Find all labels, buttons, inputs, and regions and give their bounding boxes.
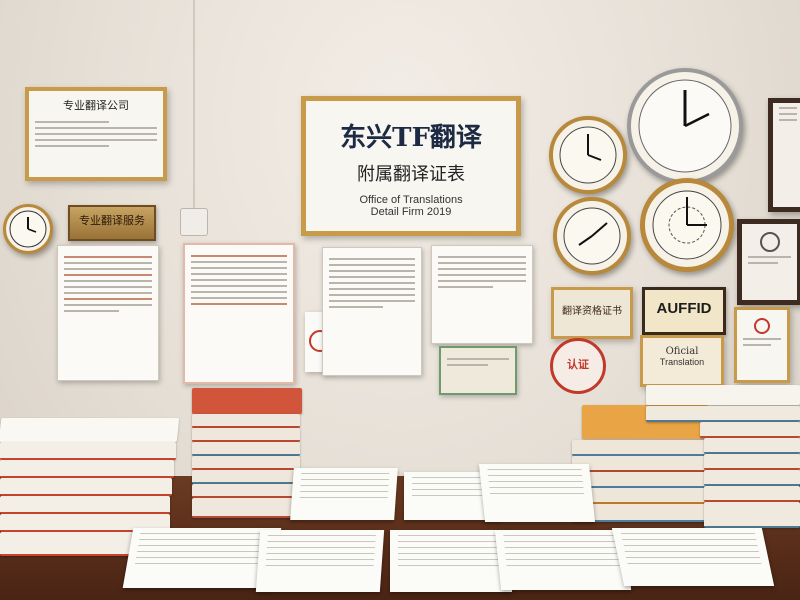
- framed-certificate-small: 翻译资格证书: [551, 287, 633, 339]
- red-seal: 认证: [550, 338, 606, 394]
- wall-clock-large: [627, 68, 743, 184]
- stack-sheet: [704, 502, 800, 528]
- wall-document-4: [431, 245, 533, 344]
- main-sign-frame: 东兴TF翻译 附属翻译证表 Office of Translations Det…: [301, 96, 521, 236]
- framed-certificate-right: [737, 219, 800, 305]
- main-sign-heading: 东兴TF翻译: [340, 123, 482, 153]
- clock-face-icon: [559, 126, 617, 184]
- wall-clock-ornate: [640, 178, 734, 272]
- paper-stack-3: [478, 464, 596, 522]
- front-paper-5: [611, 528, 775, 586]
- book: [572, 440, 706, 456]
- certificate-title: 专业翻译公司: [63, 99, 129, 112]
- stack-sheet: [704, 454, 800, 470]
- brass-plaque: 专业翻译服务: [68, 205, 156, 241]
- certificate-label: 翻译资格证书: [562, 306, 622, 317]
- stack-sheet: [646, 406, 800, 422]
- clock-face-icon: [563, 207, 621, 265]
- right-cert-sub: Translation: [659, 357, 705, 367]
- emblem-icon: [759, 232, 780, 252]
- main-sign-line2: Detail Firm 2019: [370, 206, 452, 218]
- wall-clock-small: [3, 204, 53, 254]
- front-paper-2: [255, 530, 385, 592]
- book: [572, 472, 706, 488]
- framed-certificate-far-right: [734, 307, 790, 383]
- book-red: [192, 388, 302, 414]
- stack-sheet: [704, 470, 800, 486]
- green-certificate: [439, 346, 517, 395]
- book: [572, 488, 706, 504]
- stack-sheet: [700, 422, 800, 438]
- wall-document-1: [57, 245, 159, 381]
- main-sign-subheading: 附属翻译证表: [357, 164, 465, 185]
- clock-face-icon: [638, 79, 732, 173]
- framed-certificate-top-left: 专业翻译公司: [25, 87, 167, 181]
- book: [192, 442, 300, 456]
- front-paper-4: [494, 530, 632, 590]
- stack-sheet: [704, 438, 800, 454]
- red-seal-icon: [754, 318, 770, 334]
- stamp-text: AUFFID: [656, 300, 712, 317]
- plaque-label: 专业翻译服务: [79, 214, 145, 227]
- stack-sheet: [0, 442, 176, 460]
- stack-sheet: [0, 496, 170, 514]
- book: [572, 456, 706, 472]
- clock-face-icon: [9, 210, 47, 248]
- front-paper-3: [390, 530, 512, 592]
- wall-clock-mid-bottom: [553, 197, 631, 275]
- seal-label: 认证: [567, 359, 589, 371]
- book: [192, 428, 300, 442]
- book: [192, 484, 300, 498]
- stamp-plaque: AUFFID: [642, 287, 726, 335]
- wall-document-3: [322, 247, 422, 376]
- right-cert-label: Oficial: [665, 346, 699, 357]
- book: [192, 414, 300, 428]
- wall-document-2: [183, 243, 295, 384]
- book: [192, 470, 300, 484]
- stack-sheet: [0, 418, 180, 442]
- clock-face-icon: [652, 190, 722, 260]
- main-sign-line1: Office of Translations: [359, 194, 463, 206]
- wall-outlet: [180, 208, 208, 236]
- framed-certificate-right-bottom: Oficial Translation: [640, 335, 724, 387]
- paper-stack-1: [290, 468, 398, 520]
- stack-sheet: [646, 385, 800, 405]
- power-cable: [193, 0, 195, 208]
- framed-document-right-top: [768, 98, 800, 212]
- stack-sheet: [0, 478, 172, 496]
- book: [192, 498, 300, 518]
- book: [192, 456, 300, 470]
- stack-sheet: [0, 514, 170, 532]
- stack-sheet: [0, 460, 174, 478]
- wall-clock-mid-top: [549, 116, 627, 194]
- book: [572, 504, 706, 522]
- stack-sheet: [704, 486, 800, 502]
